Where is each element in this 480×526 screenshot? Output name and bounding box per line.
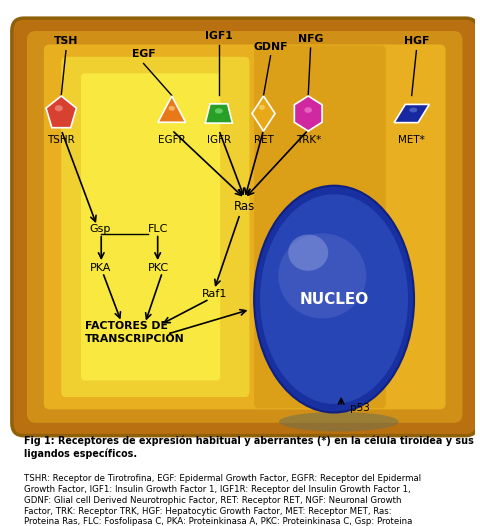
Text: NUCLEO: NUCLEO [300, 291, 369, 307]
Polygon shape [252, 96, 275, 131]
Text: PKC: PKC [148, 263, 169, 273]
Text: EGF: EGF [132, 49, 156, 59]
FancyBboxPatch shape [12, 18, 478, 436]
Text: FLC: FLC [148, 225, 168, 235]
Text: NFG: NFG [298, 34, 323, 44]
Ellipse shape [215, 108, 223, 114]
Text: TSH: TSH [54, 36, 78, 46]
Polygon shape [294, 96, 322, 131]
Text: Gsp: Gsp [89, 225, 111, 235]
FancyBboxPatch shape [254, 45, 386, 408]
Text: RET: RET [253, 135, 274, 145]
Ellipse shape [279, 412, 399, 431]
Ellipse shape [260, 194, 408, 404]
Text: Raf1: Raf1 [203, 289, 228, 299]
Ellipse shape [409, 107, 417, 113]
Ellipse shape [304, 107, 312, 113]
Text: IGFR: IGFR [207, 135, 231, 145]
Ellipse shape [259, 105, 265, 110]
Text: GDNF: GDNF [253, 42, 288, 52]
Ellipse shape [278, 234, 366, 318]
Text: TSHR: TSHR [48, 135, 75, 145]
Polygon shape [46, 96, 76, 128]
Text: MET*: MET* [398, 135, 425, 145]
FancyBboxPatch shape [44, 44, 445, 409]
Text: Fig 1: Receptores de expresión habitual y aberrantes (*) en la célula tiroidea y: Fig 1: Receptores de expresión habitual … [24, 436, 473, 459]
FancyBboxPatch shape [61, 57, 250, 397]
Text: EGFR: EGFR [158, 135, 186, 145]
Polygon shape [394, 104, 429, 123]
Ellipse shape [55, 105, 63, 112]
Text: p53: p53 [349, 403, 370, 413]
Text: HGF: HGF [404, 36, 429, 46]
Text: TRK*: TRK* [296, 135, 321, 145]
Text: Ras: Ras [234, 200, 255, 213]
Text: PKA: PKA [89, 263, 111, 273]
Polygon shape [158, 96, 186, 122]
FancyBboxPatch shape [81, 73, 220, 380]
Text: TSHR: Receptor de Tirotrofina, EGF: Epidermal Growth Factor, EGFR: Receptor del : TSHR: Receptor de Tirotrofina, EGF: Epid… [24, 474, 421, 526]
Ellipse shape [288, 235, 328, 271]
Text: IGF1: IGF1 [205, 32, 233, 42]
Ellipse shape [254, 186, 414, 412]
Text: FACTORES DE
TRANSCRIPCIÓN: FACTORES DE TRANSCRIPCIÓN [85, 321, 184, 344]
FancyBboxPatch shape [27, 31, 463, 423]
Ellipse shape [168, 106, 175, 110]
Polygon shape [205, 104, 232, 123]
